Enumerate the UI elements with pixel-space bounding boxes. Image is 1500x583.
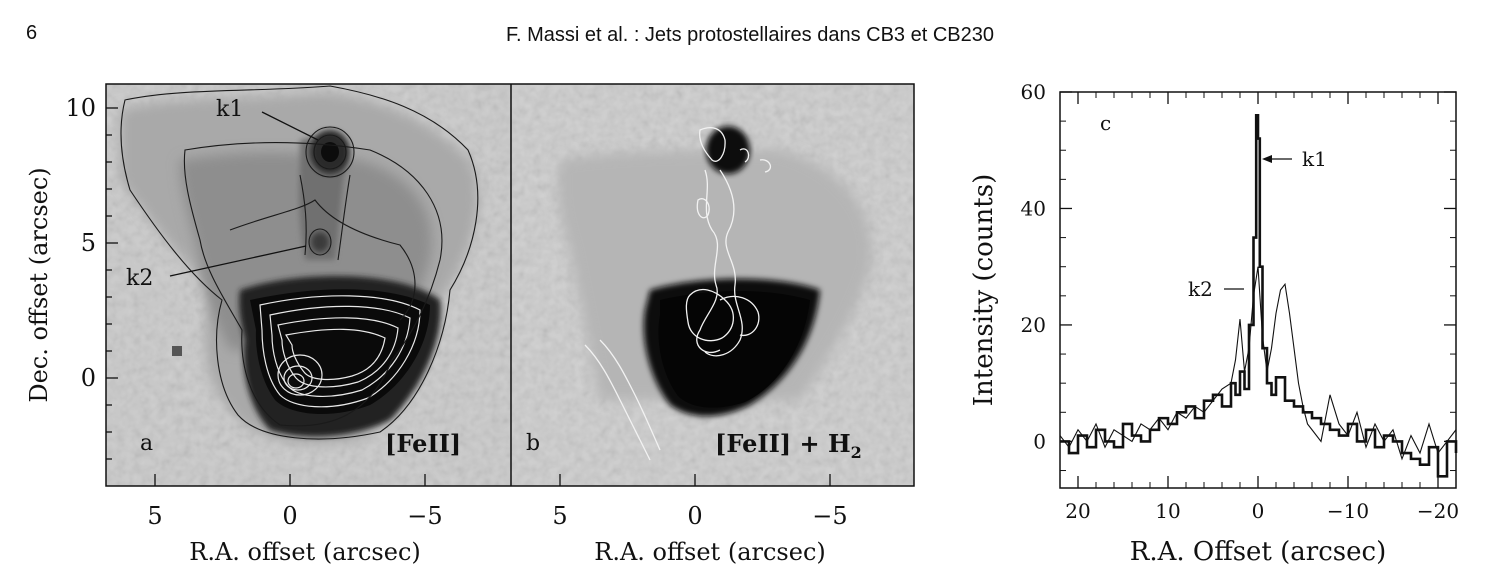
panel-c-chart: 20 10 0 −10 −20 0 20 40 60 c k1 k2 Intensity (co…	[969, 80, 1459, 567]
panel-ab-ylabel: Dec. offset (arcsec)	[25, 167, 53, 402]
panel-b-letter: b	[526, 431, 540, 456]
panel-b-xtick-minus5: −5	[812, 502, 847, 530]
panel-b-tag-text: [FeII] + H	[715, 429, 851, 458]
panel-c-tick-labels: 20 10 0 −10 −20 0 20 40 60	[1021, 80, 1460, 523]
y-tick-label: 20	[1021, 313, 1046, 337]
k1-pointer-line	[261, 111, 319, 141]
running-title: F. Massi et al. : Jets protostellaires d…	[506, 24, 994, 46]
k2-pointer-line	[169, 245, 307, 277]
panel-a-ytick-0: 0	[81, 364, 96, 392]
panel-b-image	[511, 84, 914, 486]
x-tick-label: −20	[1417, 499, 1459, 523]
panel-a-xtick-5: 5	[147, 502, 162, 530]
panel-a-tag: [FeII]	[385, 429, 461, 458]
x-tick-label: 20	[1065, 499, 1090, 523]
panel-a-label-k1: k1	[216, 97, 243, 122]
panel-a-ytick-5: 5	[81, 229, 96, 257]
panel-c-xlabel: R.A. Offset (arcsec)	[1130, 537, 1386, 567]
panel-b-xlabel: R.A. offset (arcsec)	[594, 538, 826, 566]
panel-a-letter: a	[140, 431, 153, 456]
panel-ab-frame	[105, 83, 915, 487]
x-tick-label: 10	[1155, 499, 1180, 523]
series-thin-line	[1059, 266, 1457, 461]
y-tick-label: 0	[1033, 429, 1046, 453]
series-thick-line	[1060, 113, 1458, 478]
page-number: 6	[26, 22, 38, 44]
panel-a-label-k2: k2	[126, 266, 153, 291]
panel-c-label-k1: k1	[1302, 147, 1327, 171]
panel-b-xtick-5: 5	[552, 502, 567, 530]
panel-a-image	[106, 84, 511, 486]
panel-ab-x-ticks	[154, 474, 831, 486]
y-tick-label: 60	[1021, 80, 1046, 104]
panel-a-xlabel: R.A. offset (arcsec)	[189, 538, 421, 566]
panel-b-tag-subscript: 2	[851, 443, 862, 462]
x-tick-label: 0	[1252, 499, 1265, 523]
panel-c-ylabel: Intensity (counts)	[969, 174, 999, 406]
y-tick-label: 40	[1021, 196, 1046, 220]
panel-c-series	[1059, 113, 1458, 478]
panel-c-ticks	[1060, 91, 1456, 488]
panel-a-y-ticks	[106, 107, 118, 460]
x-tick-label: −10	[1327, 499, 1369, 523]
panel-c-frame	[1059, 91, 1457, 489]
panel-a-xtick-0: 0	[282, 502, 297, 530]
panel-a-xtick-minus5: −5	[407, 502, 442, 530]
panel-b-xtick-0: 0	[687, 502, 702, 530]
panel-c-letter: c	[1100, 111, 1111, 135]
panel-b-tag: [FeII] + H2	[715, 429, 862, 462]
k1-arrow-head	[1262, 155, 1272, 163]
panel-a-ytick-10: 10	[65, 94, 96, 122]
panel-c-label-k2: k2	[1188, 277, 1213, 301]
